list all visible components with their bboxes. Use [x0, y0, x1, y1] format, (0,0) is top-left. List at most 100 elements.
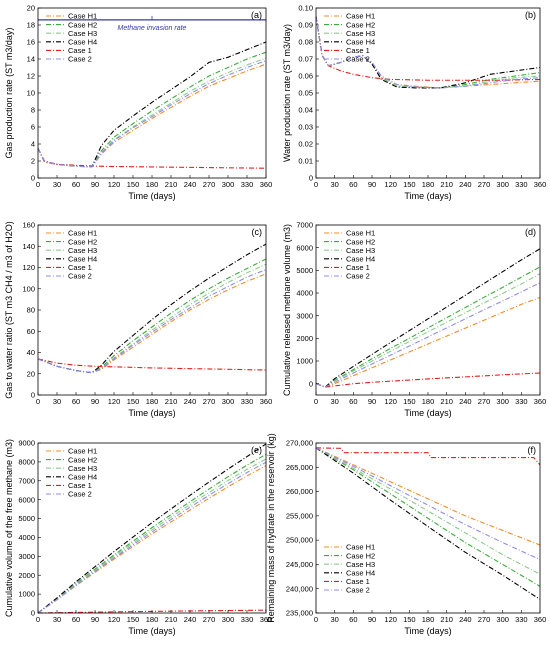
x-tick-label: 60 — [349, 615, 357, 624]
x-tick-label: 210 — [165, 397, 178, 406]
series-line-case-2 — [37, 269, 267, 374]
x-tick-label: 210 — [165, 180, 178, 189]
series-line-case-h4 — [315, 248, 541, 388]
y-tick-label: 10 — [27, 89, 35, 98]
x-tick-label: 120 — [108, 180, 121, 189]
legend-label: Case H4 — [346, 569, 375, 578]
legend-label: Case 1 — [68, 481, 92, 490]
x-tick-label: 210 — [440, 180, 453, 189]
x-tick-label: 30 — [330, 615, 338, 624]
x-axis-title: Time (days) — [404, 408, 451, 418]
series-line-case-h3 — [37, 57, 267, 168]
x-tick-label: 180 — [146, 180, 159, 189]
x-tick-label: 150 — [403, 615, 416, 624]
x-tick-label: 120 — [108, 397, 121, 406]
y-tick-label: 0.09 — [298, 21, 313, 30]
series-line-case-h2 — [37, 51, 267, 168]
legend-label: Case H3 — [68, 464, 97, 473]
x-tick-label: 180 — [146, 615, 159, 624]
x-tick-label: 0 — [36, 180, 40, 189]
y-tick-label: 5000 — [18, 514, 35, 523]
panel-label: (c) — [252, 227, 263, 237]
series-line-case-2 — [37, 461, 267, 614]
y-tick-label: 2000 — [296, 334, 313, 343]
x-axis-title: Time (days) — [404, 191, 451, 201]
x-tick-label: 210 — [440, 615, 453, 624]
x-tick-label: 30 — [330, 397, 338, 406]
y-tick-label: 245,000 — [286, 560, 313, 569]
x-axis-title: Time (days) — [128, 626, 175, 636]
y-tick-label: 0.05 — [298, 89, 313, 98]
legend-label: Case 1 — [68, 263, 92, 272]
series-line-case-h1 — [315, 447, 541, 546]
panel-5: 0 30 60 90 120 150 180 210 240 270 300 330 360 0 1000 2… — [4, 439, 272, 636]
y-axis-title: Cumulative released methane volume (m3) — [282, 224, 292, 396]
legend-label: Case H4 — [68, 473, 97, 482]
x-tick-label: 150 — [127, 397, 140, 406]
y-tick-label: 0.06 — [298, 72, 313, 81]
y-tick-label: 80 — [27, 306, 35, 315]
x-tick-label: 150 — [127, 180, 140, 189]
y-tick-label: 8000 — [18, 457, 35, 466]
y-tick-label: 265,000 — [286, 463, 313, 472]
x-tick-label: 180 — [422, 180, 435, 189]
y-tick-label: 0.08 — [298, 38, 313, 47]
x-tick-label: 330 — [515, 615, 528, 624]
series-line-case-2 — [315, 447, 541, 561]
x-tick-label: 150 — [127, 615, 140, 624]
y-tick-label: 20 — [27, 369, 35, 378]
x-tick-label: 330 — [241, 615, 254, 624]
x-tick-label: 270 — [203, 615, 216, 624]
x-tick-label: 60 — [72, 615, 80, 624]
x-tick-label: 300 — [222, 180, 235, 189]
x-tick-label: 240 — [184, 397, 197, 406]
x-tick-label: 360 — [260, 180, 273, 189]
panel-label: (b) — [525, 10, 536, 20]
y-tick-label: 40 — [27, 348, 35, 357]
series-line-case-h2 — [315, 266, 541, 388]
x-tick-label: 90 — [368, 397, 376, 406]
x-tick-label: 210 — [440, 397, 453, 406]
y-tick-label: 0 — [309, 379, 313, 388]
x-tick-label: 0 — [36, 615, 40, 624]
series-line-case-1 — [37, 358, 267, 371]
panel-6: 0 30 60 90 120 150 180 210 240 270 300 330 360 235,00… — [266, 433, 546, 636]
legend-label: Case H3 — [346, 560, 375, 569]
x-tick-label: 150 — [403, 397, 416, 406]
x-tick-label: 120 — [384, 615, 397, 624]
y-tick-label: 12 — [27, 72, 35, 81]
y-tick-label: 0 — [31, 609, 35, 618]
legend-label: Case H3 — [346, 246, 375, 255]
y-tick-label: 9000 — [18, 439, 35, 448]
series-line-case-h2 — [315, 447, 541, 587]
y-tick-label: 0.01 — [298, 157, 313, 166]
x-tick-label: 60 — [349, 180, 357, 189]
series-line-case-h3 — [315, 16, 541, 89]
y-tick-label: 120 — [22, 263, 35, 272]
series-line-case-h2 — [37, 453, 267, 614]
panel-4: 0 30 60 90 120 150 180 210 240 270 300 330 360 0 1000 2… — [282, 221, 546, 418]
panel-label: (d) — [525, 227, 536, 237]
x-tick-label: 360 — [534, 615, 547, 624]
x-tick-label: 30 — [53, 615, 61, 624]
x-tick-label: 60 — [72, 180, 80, 189]
series-line-case-1 — [315, 447, 541, 466]
x-tick-label: 0 — [314, 615, 318, 624]
y-tick-label: 7000 — [296, 221, 313, 230]
y-tick-label: 0 — [31, 174, 35, 183]
x-tick-label: 240 — [184, 615, 197, 624]
y-tick-label: 7000 — [18, 476, 35, 485]
y-tick-label: 0.02 — [298, 140, 313, 149]
x-tick-label: 210 — [165, 615, 178, 624]
series-line-case-h1 — [37, 273, 267, 374]
x-tick-label: 30 — [330, 180, 338, 189]
x-tick-label: 360 — [260, 397, 273, 406]
legend-label: Case H1 — [68, 12, 97, 21]
x-tick-label: 330 — [515, 180, 528, 189]
x-tick-label: 180 — [422, 397, 435, 406]
legend-label: Case 2 — [68, 490, 92, 499]
